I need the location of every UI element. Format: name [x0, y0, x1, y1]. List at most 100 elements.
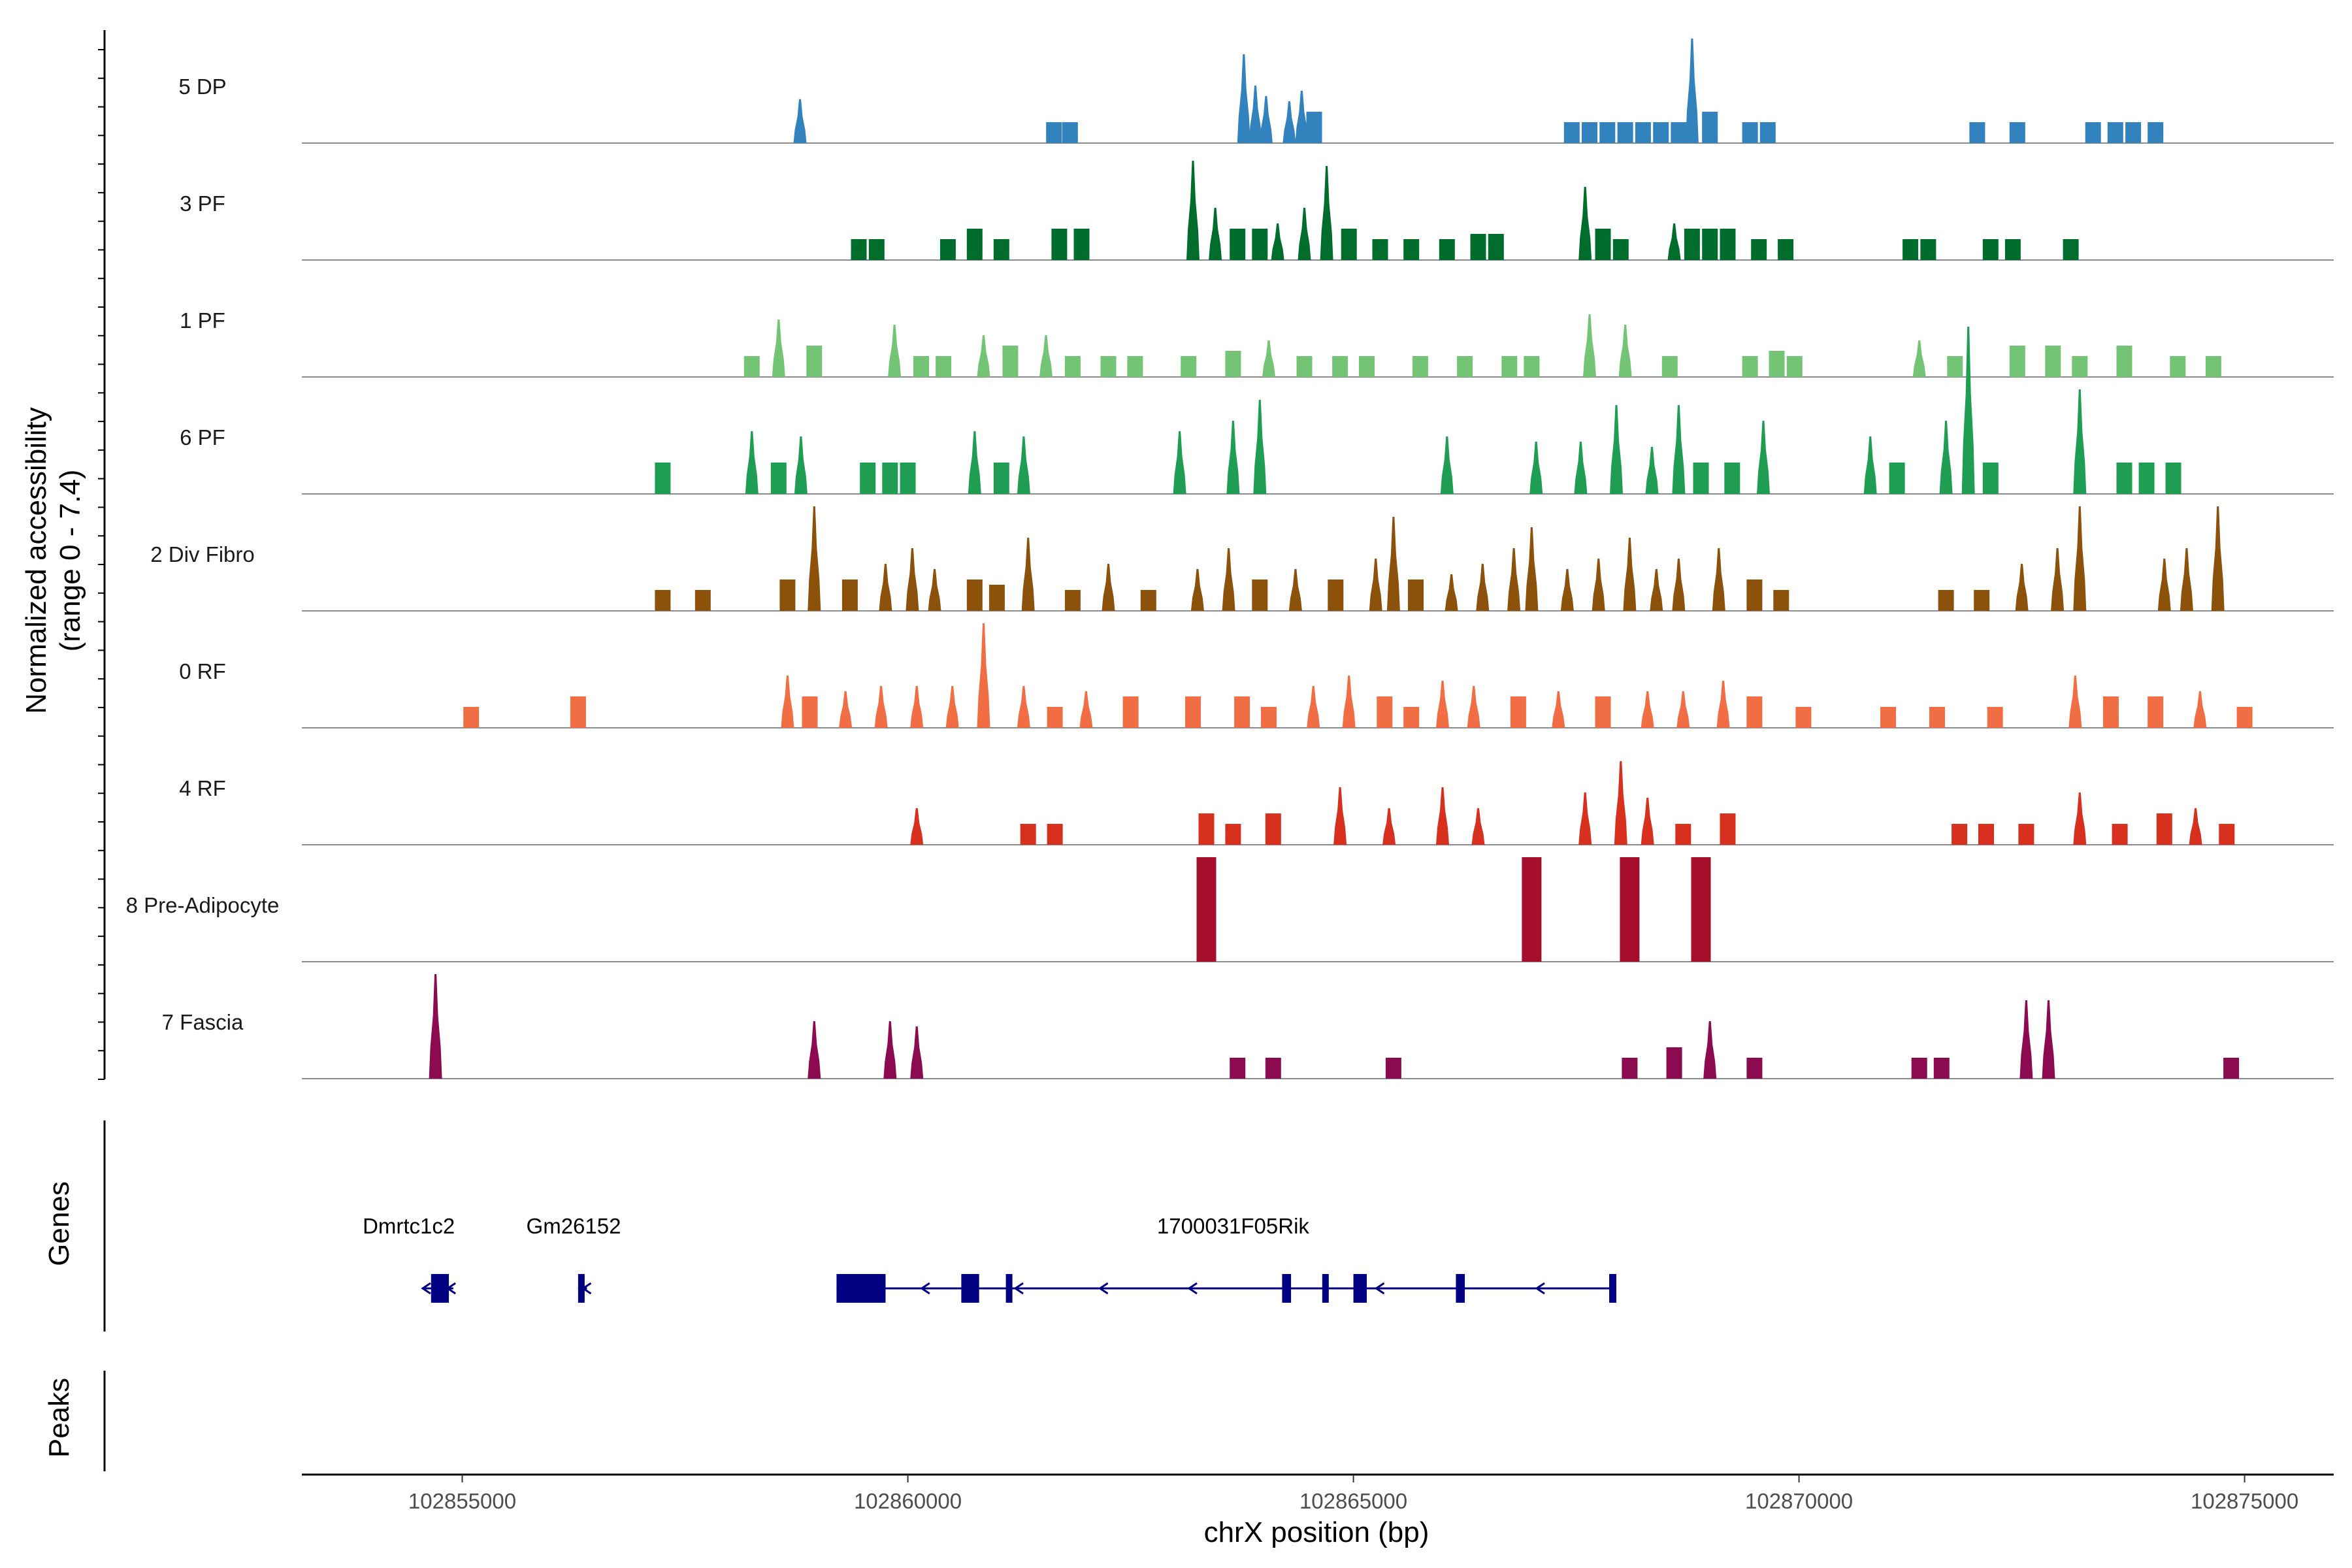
coverage-peak	[2189, 808, 2202, 845]
coverage-peak	[1298, 208, 1311, 260]
coverage-peak	[1676, 691, 1690, 728]
coverage-peak	[1470, 234, 1486, 260]
coverage-peak	[2138, 463, 2155, 494]
coverage-peak	[1599, 122, 1616, 143]
coverage-peak	[1691, 857, 1711, 962]
coverage-peak	[2072, 356, 2088, 377]
coverage-peak	[1412, 356, 1428, 377]
coverage-peak	[839, 691, 853, 728]
coverage-peak	[2073, 506, 2087, 611]
coverage-peak	[1933, 1058, 1950, 1079]
coverage-peak	[1403, 239, 1420, 260]
coverage-peak	[808, 1021, 821, 1079]
coverage-peak	[1795, 707, 1812, 728]
coverage-peak	[1969, 122, 1985, 143]
coverage-peak	[2193, 691, 2207, 728]
coverage-peak	[2045, 346, 2061, 377]
coverage-peak	[1982, 239, 1999, 260]
coverage-peak	[1359, 356, 1375, 377]
coverage-peak	[1622, 1058, 1638, 1079]
coverage-peak	[1751, 239, 1767, 260]
coverage-peak	[1982, 463, 1999, 494]
coverage-peak	[1020, 824, 1036, 845]
genes-panel-label: Genes	[43, 1181, 75, 1266]
coverage-peak	[1641, 691, 1654, 728]
coverage-peak	[1296, 356, 1313, 377]
coverage-peak	[1524, 356, 1540, 377]
coverage-peak	[2223, 1058, 2240, 1079]
coverage-peak	[1525, 527, 1539, 611]
track-label: 2 Div Fibro	[150, 542, 255, 566]
strand-arrow	[1098, 1282, 1109, 1295]
coverage-peak	[913, 356, 929, 377]
coverage-peak	[2236, 707, 2253, 728]
coverage-peak	[1671, 122, 1687, 143]
coverage-peak	[2068, 676, 2082, 728]
coverage-peak	[1386, 517, 1400, 611]
coverage-peak	[1225, 824, 1241, 845]
coverage-peak	[1328, 580, 1344, 611]
coverage-peak	[928, 569, 941, 611]
coverage-peak	[1612, 239, 1629, 260]
x-tick-label: 102875000	[2191, 1489, 2298, 1513]
coverage-peak	[1190, 569, 1204, 611]
gene-exon	[1353, 1274, 1367, 1303]
coverage-peak	[1047, 824, 1063, 845]
coverage-peak	[2063, 239, 2079, 260]
track-2: 3 PF	[180, 161, 2334, 261]
coverage-peak	[1773, 590, 1789, 611]
coverage-peak	[1333, 787, 1347, 845]
coverage-peak	[1595, 229, 1611, 260]
coverage-peak	[1252, 229, 1268, 260]
coverage-peak	[1620, 857, 1640, 962]
coverage-peak	[1262, 340, 1275, 377]
coverage-peak	[1436, 681, 1449, 728]
coverage-peak	[1476, 564, 1490, 611]
x-axis-title: chrX position (bp)	[1204, 1516, 1429, 1548]
coverage-peak	[1198, 813, 1215, 845]
coverage-peak	[1702, 229, 1718, 260]
coverage-peak	[2073, 389, 2087, 494]
coverage-peak	[1645, 447, 1659, 494]
coverage-peak	[806, 346, 823, 377]
coverage-peak	[1457, 356, 1473, 377]
coverage-peak	[1196, 857, 1217, 962]
coverage-peak	[1560, 569, 1574, 611]
coverage-peak	[1578, 792, 1592, 845]
coverage-peak	[1295, 91, 1309, 143]
gene-name: 1700031F05Rik	[1157, 1214, 1309, 1238]
coverage-peak	[939, 239, 956, 260]
coverage-peak	[1079, 691, 1093, 728]
coverage-peak	[655, 590, 671, 611]
coverage-peak	[2009, 122, 2025, 143]
coverage-peak	[1234, 696, 1250, 728]
coverage-peak	[1675, 824, 1691, 845]
coverage-peak	[1253, 400, 1267, 494]
coverage-peak	[1952, 824, 1968, 845]
gene-annotation-track: Dmrtc1c2 Gm26152 1700031F05Rik	[363, 1214, 1616, 1303]
coverage-peak	[1563, 122, 1580, 143]
track-4: 6 PF	[180, 327, 2334, 495]
strand-arrow	[1013, 1282, 1024, 1295]
coverage-peak	[1073, 229, 1090, 260]
coverage-peak	[794, 436, 808, 494]
coverage-peak	[779, 580, 796, 611]
coverage-peak	[2148, 696, 2164, 728]
coverage-peak	[781, 676, 794, 728]
coverage-peak	[2004, 239, 2021, 260]
coverage-peak	[977, 335, 990, 377]
coverage-peak	[1595, 696, 1611, 728]
coverage-peak	[1693, 463, 1709, 494]
coverage-peak	[936, 356, 952, 377]
coverage-peak	[1650, 569, 1663, 611]
coverage-peak	[1127, 356, 1143, 377]
coverage-peak	[1672, 559, 1686, 611]
coverage-peak	[1903, 239, 1919, 260]
coverage-peak	[1684, 229, 1700, 260]
coverage-peak	[2219, 824, 2235, 845]
gene-model: Gm26152	[527, 1214, 621, 1303]
track-label: 1 PF	[180, 308, 225, 333]
coverage-peak	[1282, 101, 1296, 143]
x-tick-label: 102860000	[854, 1489, 962, 1513]
coverage-peak	[1002, 346, 1019, 377]
